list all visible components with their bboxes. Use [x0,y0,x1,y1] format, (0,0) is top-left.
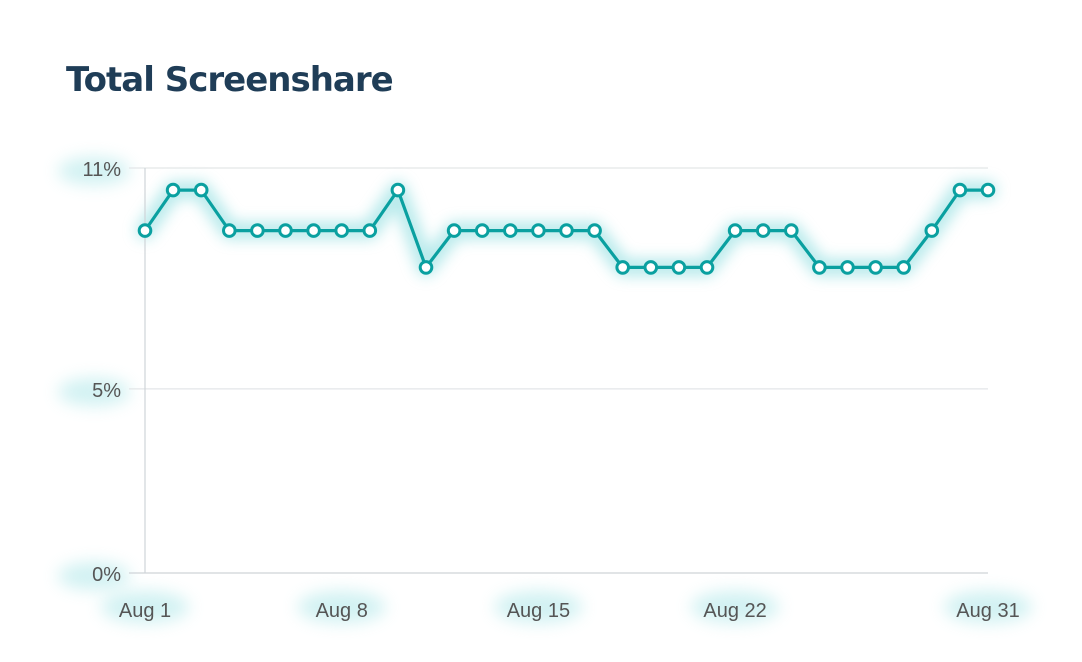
data-point[interactable] [446,223,462,238]
x-tick-glow [944,591,1032,623]
data-point[interactable] [980,182,996,198]
data-point[interactable] [334,223,350,238]
data-point[interactable] [390,182,406,198]
data-point[interactable] [699,260,715,275]
grid-layer [129,167,988,574]
data-point[interactable] [503,223,518,238]
y-tick-label: 5% [92,380,121,402]
x-tick-glow [101,591,189,623]
data-point[interactable] [306,223,321,238]
data-point[interactable] [952,182,968,198]
x-tick-label: Aug 31 [956,600,1019,622]
y-tick-glow [58,157,130,185]
x-tick-label: Aug 22 [703,600,766,622]
series-layer [137,182,996,275]
data-point[interactable] [250,223,265,238]
x-tick-glow [691,591,780,623]
data-point[interactable] [222,223,237,238]
data-point[interactable] [278,223,293,238]
data-point[interactable] [643,260,659,275]
data-point[interactable] [784,223,799,238]
data-point[interactable] [812,260,827,275]
data-point[interactable] [727,223,743,238]
data-point[interactable] [474,223,490,238]
data-point[interactable] [896,260,912,275]
data-point[interactable] [137,223,153,238]
data-point[interactable] [924,223,940,238]
data-point[interactable] [165,182,181,198]
y-tick-glow [58,562,130,590]
data-point[interactable] [418,260,434,275]
data-point[interactable] [755,223,771,238]
data-point[interactable] [840,260,855,275]
chart-title: Total Screenshare [66,60,394,100]
y-tick-label: 11% [82,159,121,181]
x-tick-label: Aug 8 [316,600,368,622]
data-point[interactable] [587,223,602,238]
x-tick-label: Aug 1 [119,600,171,622]
x-tick-label: Aug 15 [507,600,570,622]
data-point[interactable] [193,182,209,198]
data-point[interactable] [531,223,546,238]
label-layer: 0% 5% 11% Aug 1 Aug 8 Aug 15 Aug 22 Aug 31 [82,159,1019,622]
data-point[interactable] [615,260,631,275]
x-tick-glow [297,591,386,623]
x-tick-glow [494,591,583,623]
glow-layer [58,157,1032,623]
data-point[interactable] [559,223,574,238]
y-tick-label: 0% [92,564,121,586]
data-point[interactable] [671,260,687,275]
data-point[interactable] [362,223,378,238]
data-point[interactable] [868,260,883,275]
y-tick-glow [58,377,130,406]
